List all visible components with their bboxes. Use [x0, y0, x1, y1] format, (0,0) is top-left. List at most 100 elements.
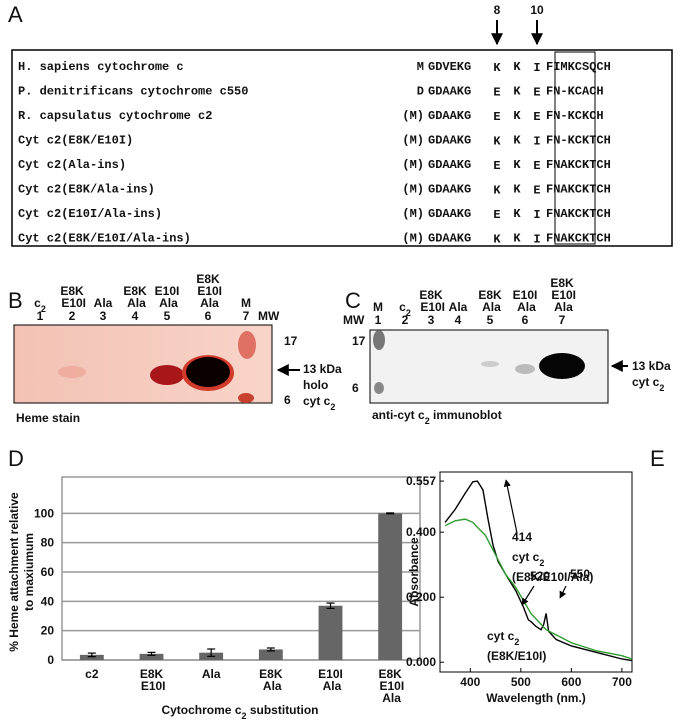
seq-right: FNAKCKTCH: [546, 232, 611, 246]
label: E8K E10I Ala: [376, 667, 404, 705]
panel-label: C: [345, 288, 361, 313]
annotation-arrow: [559, 585, 567, 599]
lane-number: 1: [375, 313, 382, 327]
y-tick-label: 80: [41, 536, 55, 550]
alignment-box: [11, 49, 673, 247]
seq-pos8: E: [493, 208, 500, 222]
mw-label: 6: [284, 393, 291, 407]
seq-prefix: (M): [402, 207, 424, 221]
band: [481, 361, 499, 367]
y-tick-label: 60: [41, 565, 55, 579]
band: [539, 353, 585, 379]
label: E8K E10I: [58, 284, 86, 310]
construct-name: P. denitrificans cytochrome c550: [18, 85, 248, 99]
label: E10I Ala: [318, 667, 343, 693]
y-axis-title: % Heme attachment relative: [7, 492, 21, 652]
label-sub: 2: [539, 558, 544, 568]
band: [515, 364, 535, 374]
seq-pos10: I: [533, 208, 540, 222]
mw-label: 17: [284, 334, 298, 348]
label: cyt c2: [632, 375, 664, 393]
seq-prefix: (M): [402, 158, 424, 172]
annotation-arrow: [503, 479, 518, 534]
lane-number: 3: [428, 313, 435, 327]
seq-left: GDAAKG: [428, 232, 471, 246]
seq-mid: K: [513, 60, 521, 74]
lane-number: 3: [100, 309, 107, 323]
annotation-arrow: [521, 585, 535, 606]
position-label: 8: [494, 3, 501, 17]
seq-pos8: K: [493, 61, 501, 75]
label: 414: [512, 530, 532, 544]
y-axis-title: Absorbance: [407, 537, 421, 607]
marker-band: [238, 393, 254, 403]
seq-pos10: I: [533, 233, 540, 247]
marker-band: [373, 330, 385, 350]
label: c2: [85, 667, 99, 681]
seq-prefix: (M): [402, 109, 424, 123]
plot-frame: [439, 471, 633, 673]
label: 520: [530, 569, 550, 583]
seq-pos8: E: [493, 159, 500, 173]
x-tick-label: 600: [561, 675, 581, 689]
construct-name: Cyt c2(E8K/E10I/Ala-ins): [18, 232, 191, 246]
lane-number: 4: [132, 309, 139, 323]
label: E8K Ala: [478, 288, 502, 314]
y-tick-label: 0.000: [406, 655, 436, 669]
bar: [139, 653, 164, 660]
lane-number: 2: [402, 313, 409, 327]
band: [186, 357, 230, 387]
seq-right: FIMKCSQCH: [546, 60, 611, 74]
mw-title: MW: [258, 309, 280, 323]
label-part: cyt c: [303, 394, 331, 408]
seq-left: GDAAKG: [428, 109, 471, 123]
lane-number: 5: [164, 309, 171, 323]
seq-right: FN-KCKTCH: [546, 134, 611, 148]
seq-left: GDAAKG: [428, 134, 471, 148]
label: holo: [303, 378, 328, 392]
label: Ala: [94, 296, 113, 310]
y-tick-label: 100: [34, 506, 54, 520]
band: [150, 365, 184, 385]
seq-right: FN-KCACH: [546, 85, 604, 99]
x-axis-title: Wavelength (nm.): [486, 691, 586, 705]
bar: [378, 513, 403, 660]
label: 13 kDa: [303, 362, 342, 376]
seq-pos8: K: [493, 233, 501, 247]
seq-mid: K: [513, 232, 521, 246]
label: 13 kDa: [632, 359, 671, 373]
seq-pos8: E: [493, 86, 500, 100]
label: (E8K/E10I/Ala): [512, 570, 593, 584]
label-sub: 2: [425, 416, 430, 426]
mw-title: MW: [343, 313, 365, 327]
y-tick-label: 40: [41, 594, 55, 608]
label-sub: 2: [41, 304, 46, 314]
label-part: c: [399, 300, 406, 314]
x-tick-label: 400: [460, 675, 480, 689]
label-sub: 2: [406, 308, 411, 318]
label-part: substitution: [247, 703, 319, 717]
heme-gel: [13, 324, 273, 404]
mw-label: 6: [352, 381, 359, 395]
lane-number: 4: [455, 313, 462, 327]
label-part: immunoblot: [430, 408, 502, 422]
seq-pos10: E: [533, 110, 540, 124]
spectrum-line: [444, 480, 633, 662]
label: cyt c2: [303, 394, 335, 412]
seq-mid: K: [513, 158, 521, 172]
label-part: anti-cyt c: [372, 408, 425, 422]
construct-name: Cyt c2(E8K/Ala-ins): [18, 183, 155, 197]
y-axis-title: to maxiumum: [22, 533, 36, 611]
lane-number: 2: [69, 309, 76, 323]
label: E8K E10I Ala: [194, 272, 222, 310]
seq-right: FN-KCKCH: [546, 109, 604, 123]
label: c2: [34, 296, 46, 314]
label: c2: [399, 300, 411, 318]
seq-pos10: I: [533, 61, 540, 75]
seq-pos10: E: [533, 184, 540, 198]
label: (E8K/E10I): [487, 649, 546, 663]
insertion-box: [554, 51, 596, 245]
label: M: [241, 296, 251, 310]
label-sub: 2: [514, 637, 519, 647]
